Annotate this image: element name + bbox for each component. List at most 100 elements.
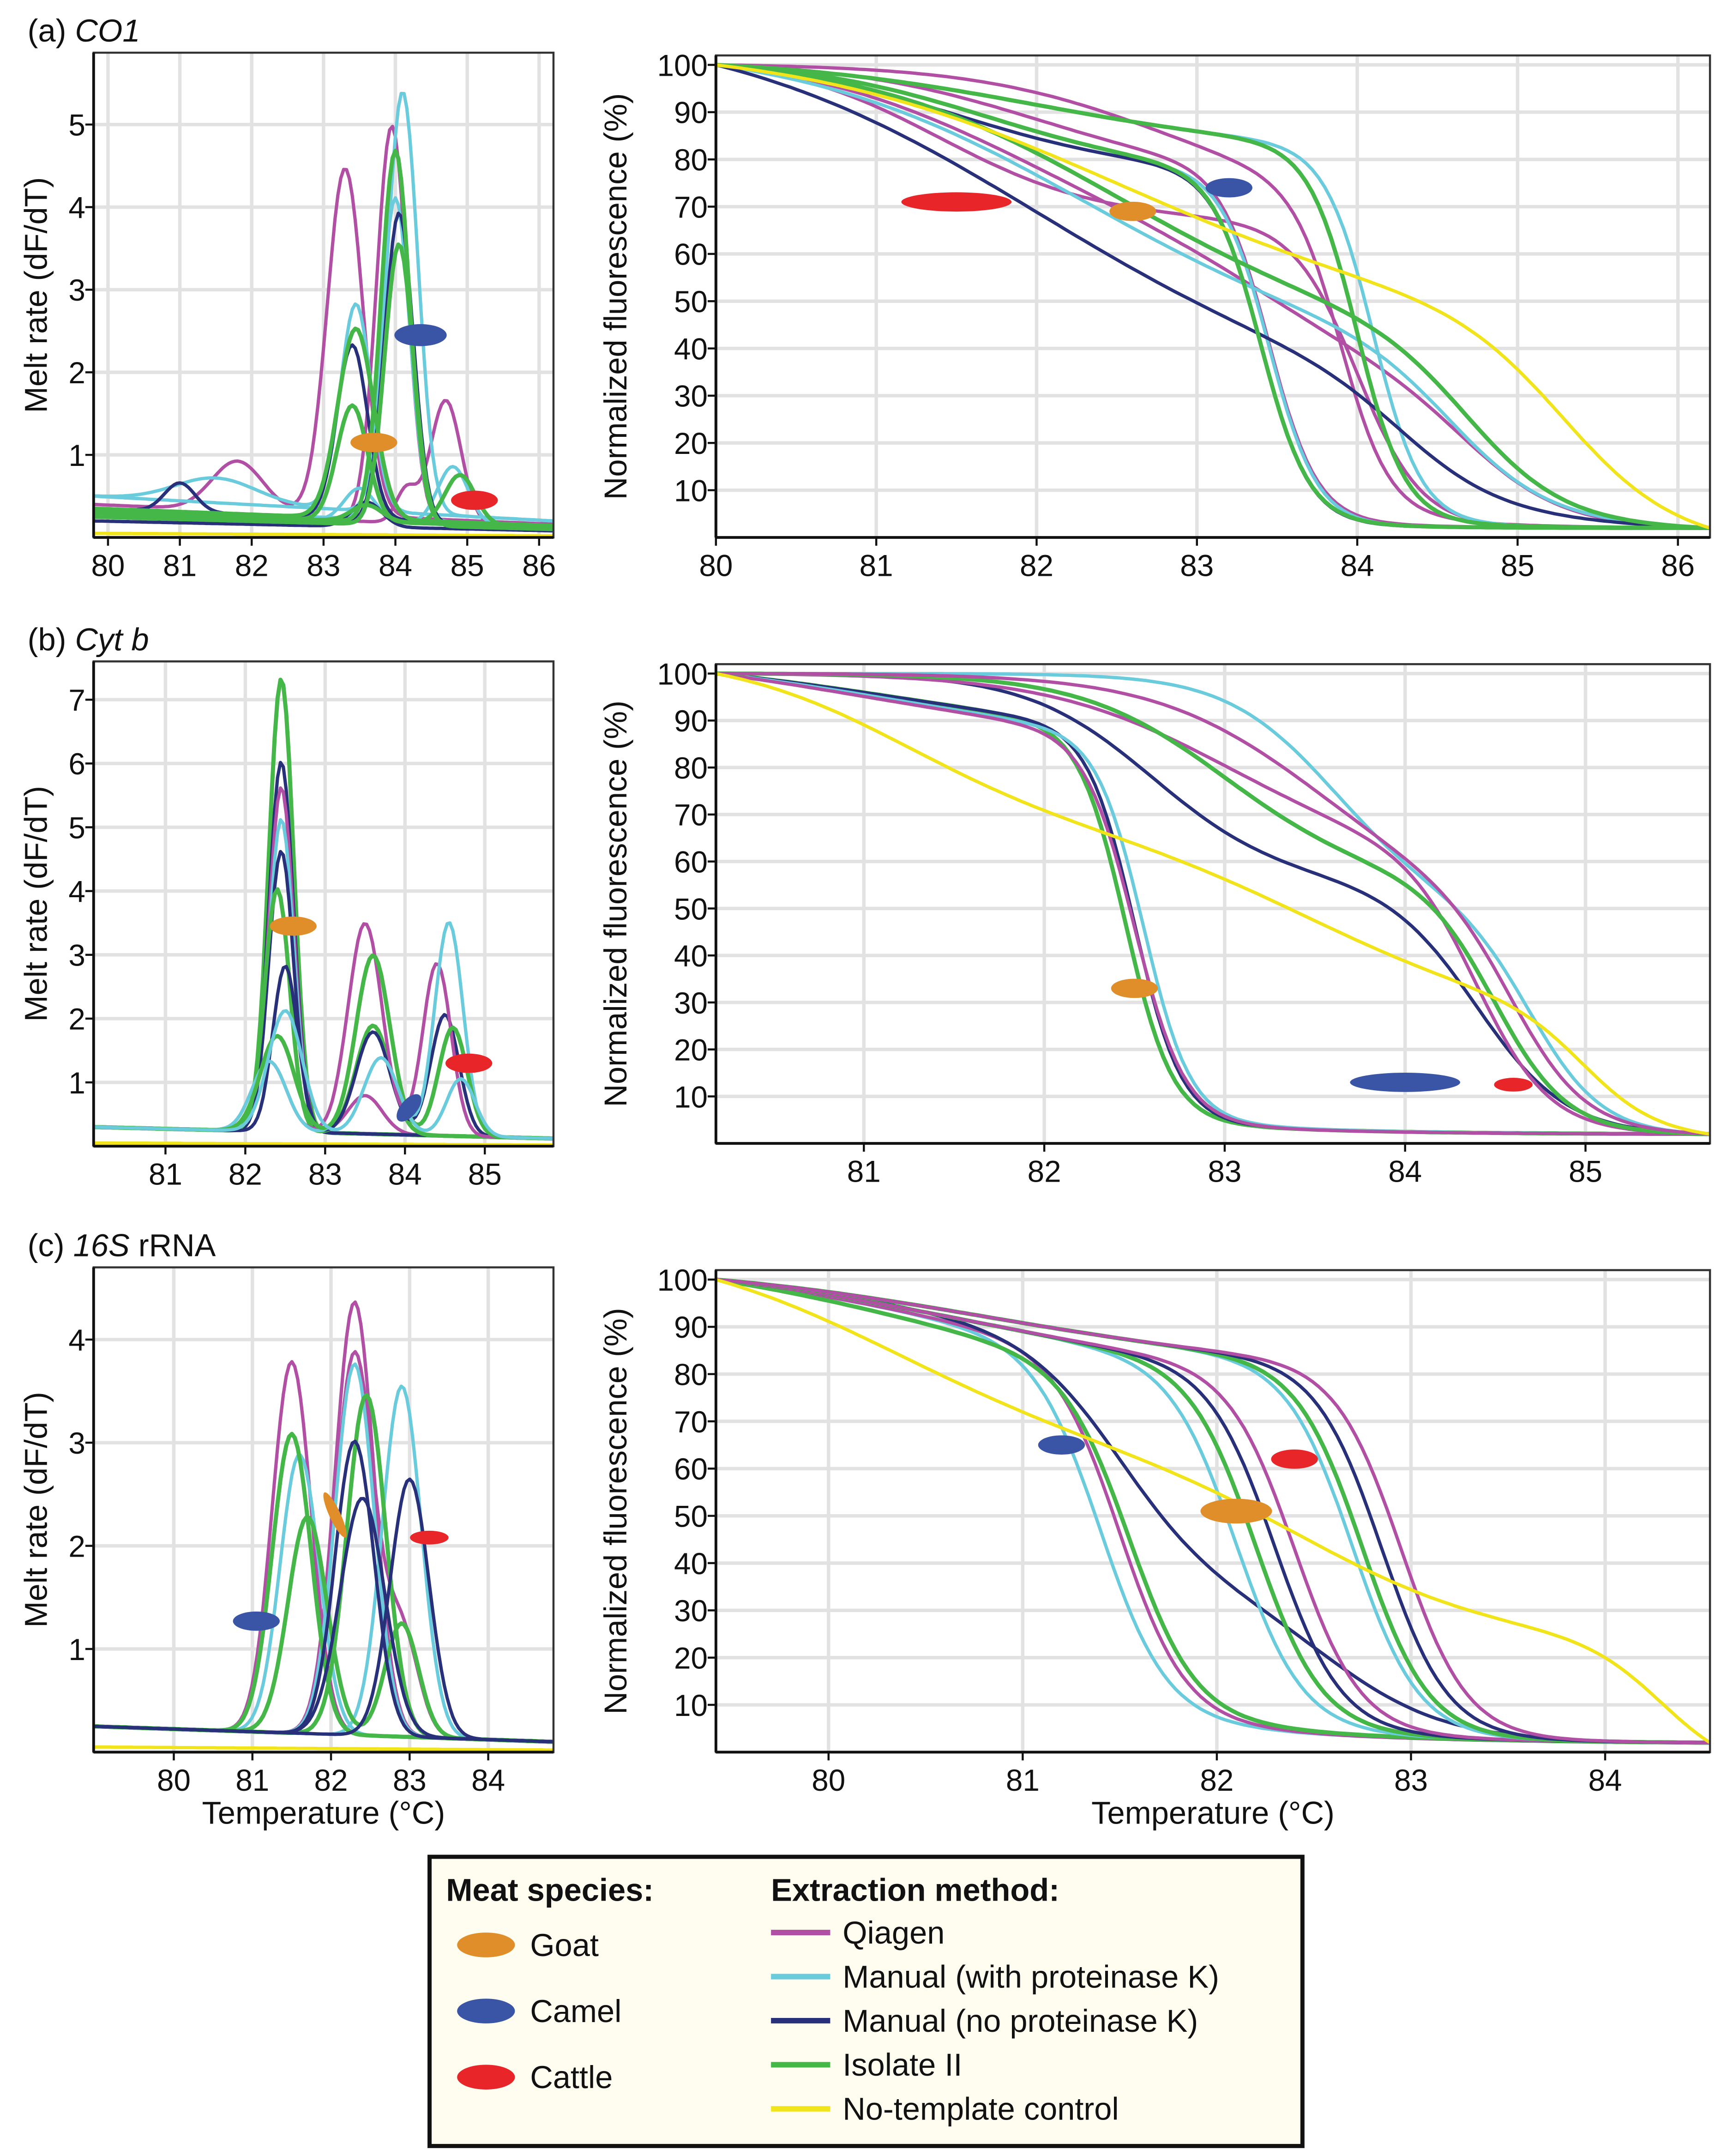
- x-tick-label: 84: [1589, 1763, 1622, 1797]
- series-line-ntc: [93, 531, 554, 537]
- y-tick-label: 90: [674, 1311, 708, 1344]
- y-tick-label: 60: [674, 845, 708, 879]
- x-tick-label: 82: [1200, 1763, 1234, 1797]
- series-line-ntc: [93, 1141, 554, 1147]
- x-tick-label: 81: [235, 1763, 269, 1797]
- y-tick-label: 6: [68, 747, 85, 781]
- species-marker-camel: [233, 1611, 280, 1631]
- y-tick-label: 2: [68, 356, 85, 390]
- chart-panel-a-fluor: 80 81 82 83 84 85 86 10 20 30 40 50 60 70 80 90 100 Norma…: [598, 48, 1711, 582]
- x-tick-label: 83: [1394, 1763, 1428, 1797]
- x-axis-label: Temperature (°C): [202, 1795, 445, 1830]
- y-tick-label: 60: [674, 1452, 708, 1486]
- series-line-manualnopk: [715, 63, 1710, 530]
- legend-method-label: No-template control: [842, 2091, 1119, 2127]
- series-line-isolate: [716, 63, 1710, 530]
- series-line-qiagen: [716, 1278, 1710, 1745]
- species-marker-cattle: [445, 1053, 493, 1073]
- x-axis-label: Temperature (°C): [1091, 1795, 1335, 1830]
- y-tick-label: 70: [674, 1405, 708, 1439]
- y-tick-label: 50: [674, 892, 708, 926]
- legend-species-label: Goat: [530, 1927, 599, 1963]
- x-tick-label: 81: [860, 549, 893, 582]
- legend-marker-goat: [457, 1933, 515, 1957]
- y-tick-label: 20: [674, 1642, 708, 1675]
- species-marker-camel: [397, 1094, 421, 1122]
- x-tick-label: 84: [1341, 549, 1374, 582]
- series-line-ntc: [716, 672, 1710, 1136]
- x-tick-label: 80: [157, 1763, 191, 1797]
- legend-marker-cattle: [457, 2065, 515, 2090]
- legend-method-label: Manual (with proteinase K): [842, 1959, 1219, 1994]
- y-tick-label: 3: [68, 939, 85, 972]
- legend-method-label: Isolate II: [842, 2047, 962, 2083]
- series-line-qiagen: [716, 671, 1710, 1136]
- chart-panel-b-melt: 81 82 83 84 85 1 2 3 4 5 6 7 Melt rate (dF/dT) (b) Cy…: [18, 622, 555, 1191]
- series-line-isolate: [93, 403, 554, 530]
- species-marker-goat: [323, 1492, 347, 1538]
- x-tick-label: 86: [1661, 549, 1695, 582]
- species-marker-cattle: [901, 192, 1012, 212]
- plot-area: [93, 1267, 554, 1752]
- y-tick-label: 7: [68, 683, 85, 717]
- x-tick-label: 82: [229, 1158, 262, 1191]
- y-axis-label: Normalized fluorescence (%): [598, 93, 633, 500]
- x-tick-label: 85: [1569, 1155, 1602, 1189]
- legend-method-label: Manual (no proteinase K): [842, 2003, 1198, 2039]
- y-tick-label: 4: [68, 191, 85, 224]
- y-tick-label: 100: [657, 1263, 707, 1297]
- y-tick-label: 20: [674, 1033, 708, 1067]
- chart-panel-b-fluor: 81 82 83 84 85 10 20 30 40 50 60 70 80 90 100 Normalize…: [598, 657, 1711, 1189]
- species-marker-goat: [1111, 978, 1158, 998]
- species-marker-camel: [1350, 1073, 1460, 1092]
- y-tick-label: 30: [674, 1594, 708, 1628]
- x-tick-label: 82: [1020, 549, 1053, 582]
- legend-method-title: Extraction method:: [771, 1872, 1059, 1908]
- series-line-isolate: [716, 63, 1710, 530]
- series-line-ntc: [716, 63, 1711, 530]
- y-tick-label: 70: [674, 798, 708, 832]
- plot-area: [716, 55, 1710, 537]
- x-tick-label: 85: [468, 1158, 502, 1191]
- y-tick-label: 80: [674, 1358, 708, 1392]
- chart-panel-c-fluor: 80 81 82 83 84 10 20 30 40 50 60 70 80 90 100 Normalize…: [598, 1263, 1711, 1830]
- x-tick-label: 83: [393, 1763, 427, 1797]
- y-tick-label: 3: [68, 273, 85, 307]
- y-tick-label: 80: [674, 751, 708, 785]
- y-axis-label: Normalized fluorescence (%): [598, 701, 633, 1107]
- y-tick-label: 40: [674, 939, 708, 973]
- y-tick-label: 10: [674, 1080, 708, 1114]
- y-tick-label: 100: [657, 48, 707, 82]
- y-tick-label: 4: [68, 1323, 85, 1357]
- y-tick-label: 90: [674, 704, 708, 738]
- series-line-manualnopk: [93, 1497, 554, 1744]
- y-tick-label: 20: [674, 427, 708, 460]
- x-tick-label: 84: [388, 1158, 422, 1191]
- x-tick-label: 85: [1501, 549, 1534, 582]
- legend: Meat species: Extraction method: Goat Cam…: [427, 1854, 1305, 2148]
- legend-method-label: Qiagen: [842, 1915, 945, 1951]
- y-tick-label: 2: [68, 1530, 85, 1564]
- y-axis-label: Melt rate (dF/dT): [18, 1392, 54, 1628]
- x-tick-label: 83: [308, 1158, 342, 1191]
- legend-species-title: Meat species:: [446, 1872, 654, 1908]
- species-marker-camel: [1038, 1435, 1085, 1455]
- species-marker-cattle: [1271, 1449, 1318, 1469]
- species-marker-camel: [1205, 178, 1252, 198]
- plot-area: [716, 664, 1710, 1144]
- y-tick-label: 100: [657, 657, 707, 691]
- panel-title: (b) Cyt b: [28, 622, 149, 657]
- x-tick-label: 80: [812, 1763, 845, 1797]
- panel-title: (a) CO1: [28, 13, 140, 48]
- y-tick-label: 70: [674, 190, 708, 224]
- y-tick-label: 10: [674, 1689, 708, 1722]
- legend-box: [427, 1854, 1305, 2148]
- y-tick-label: 90: [674, 96, 708, 130]
- species-marker-goat: [270, 916, 317, 936]
- species-marker-cattle: [451, 490, 498, 510]
- y-tick-label: 1: [68, 439, 85, 472]
- legend-species-label: Cattle: [530, 2059, 613, 2095]
- y-tick-label: 40: [674, 1547, 708, 1581]
- x-tick-label: 81: [163, 549, 197, 582]
